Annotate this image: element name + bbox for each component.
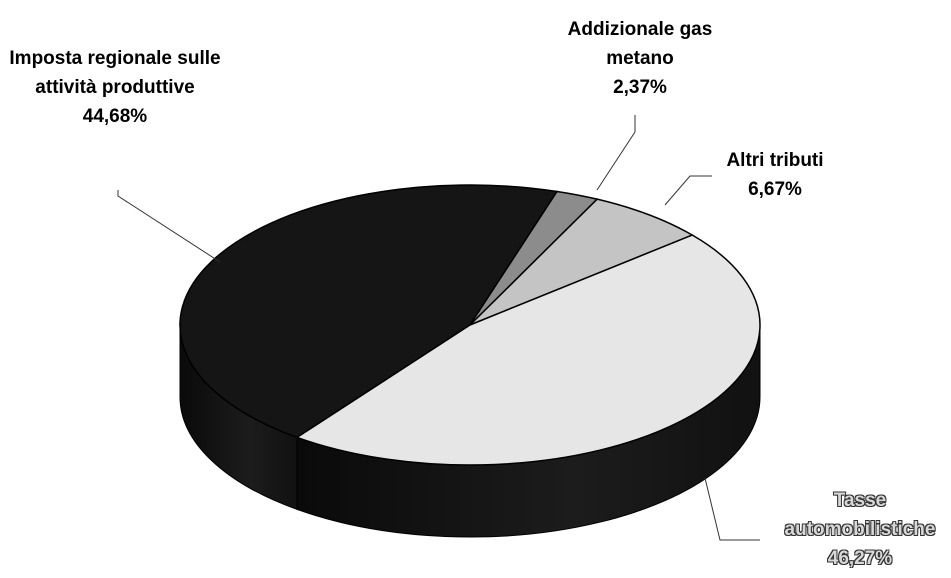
category-label: Altri tributi xyxy=(726,150,824,171)
value-label: 46,27% xyxy=(827,548,893,569)
data-label: Altri tributi 6,67% xyxy=(690,146,860,204)
pie-slice xyxy=(469,198,694,326)
data-label: Tasse automobilistiche 46,27% xyxy=(760,486,951,573)
leader-line xyxy=(596,115,636,191)
value-label: 44,68% xyxy=(82,106,148,127)
leader-lines xyxy=(117,115,760,541)
value-label: 6,67% xyxy=(748,179,802,200)
pie-slice xyxy=(179,184,559,439)
leader-line xyxy=(664,175,712,206)
leader-line xyxy=(117,190,221,263)
category-label: Tasse automobilistiche xyxy=(784,490,936,540)
category-label: Imposta regionale sulle attività produtt… xyxy=(9,48,221,98)
pie-slice xyxy=(295,234,761,466)
leader-line xyxy=(704,477,760,541)
data-label: Imposta regionale sulle attività produtt… xyxy=(0,44,230,131)
data-label: Addizionale gas metano 2,37% xyxy=(535,15,745,102)
value-label: 2,37% xyxy=(613,77,667,98)
category-label: Addizionale gas metano xyxy=(567,19,713,69)
tops xyxy=(179,184,761,466)
